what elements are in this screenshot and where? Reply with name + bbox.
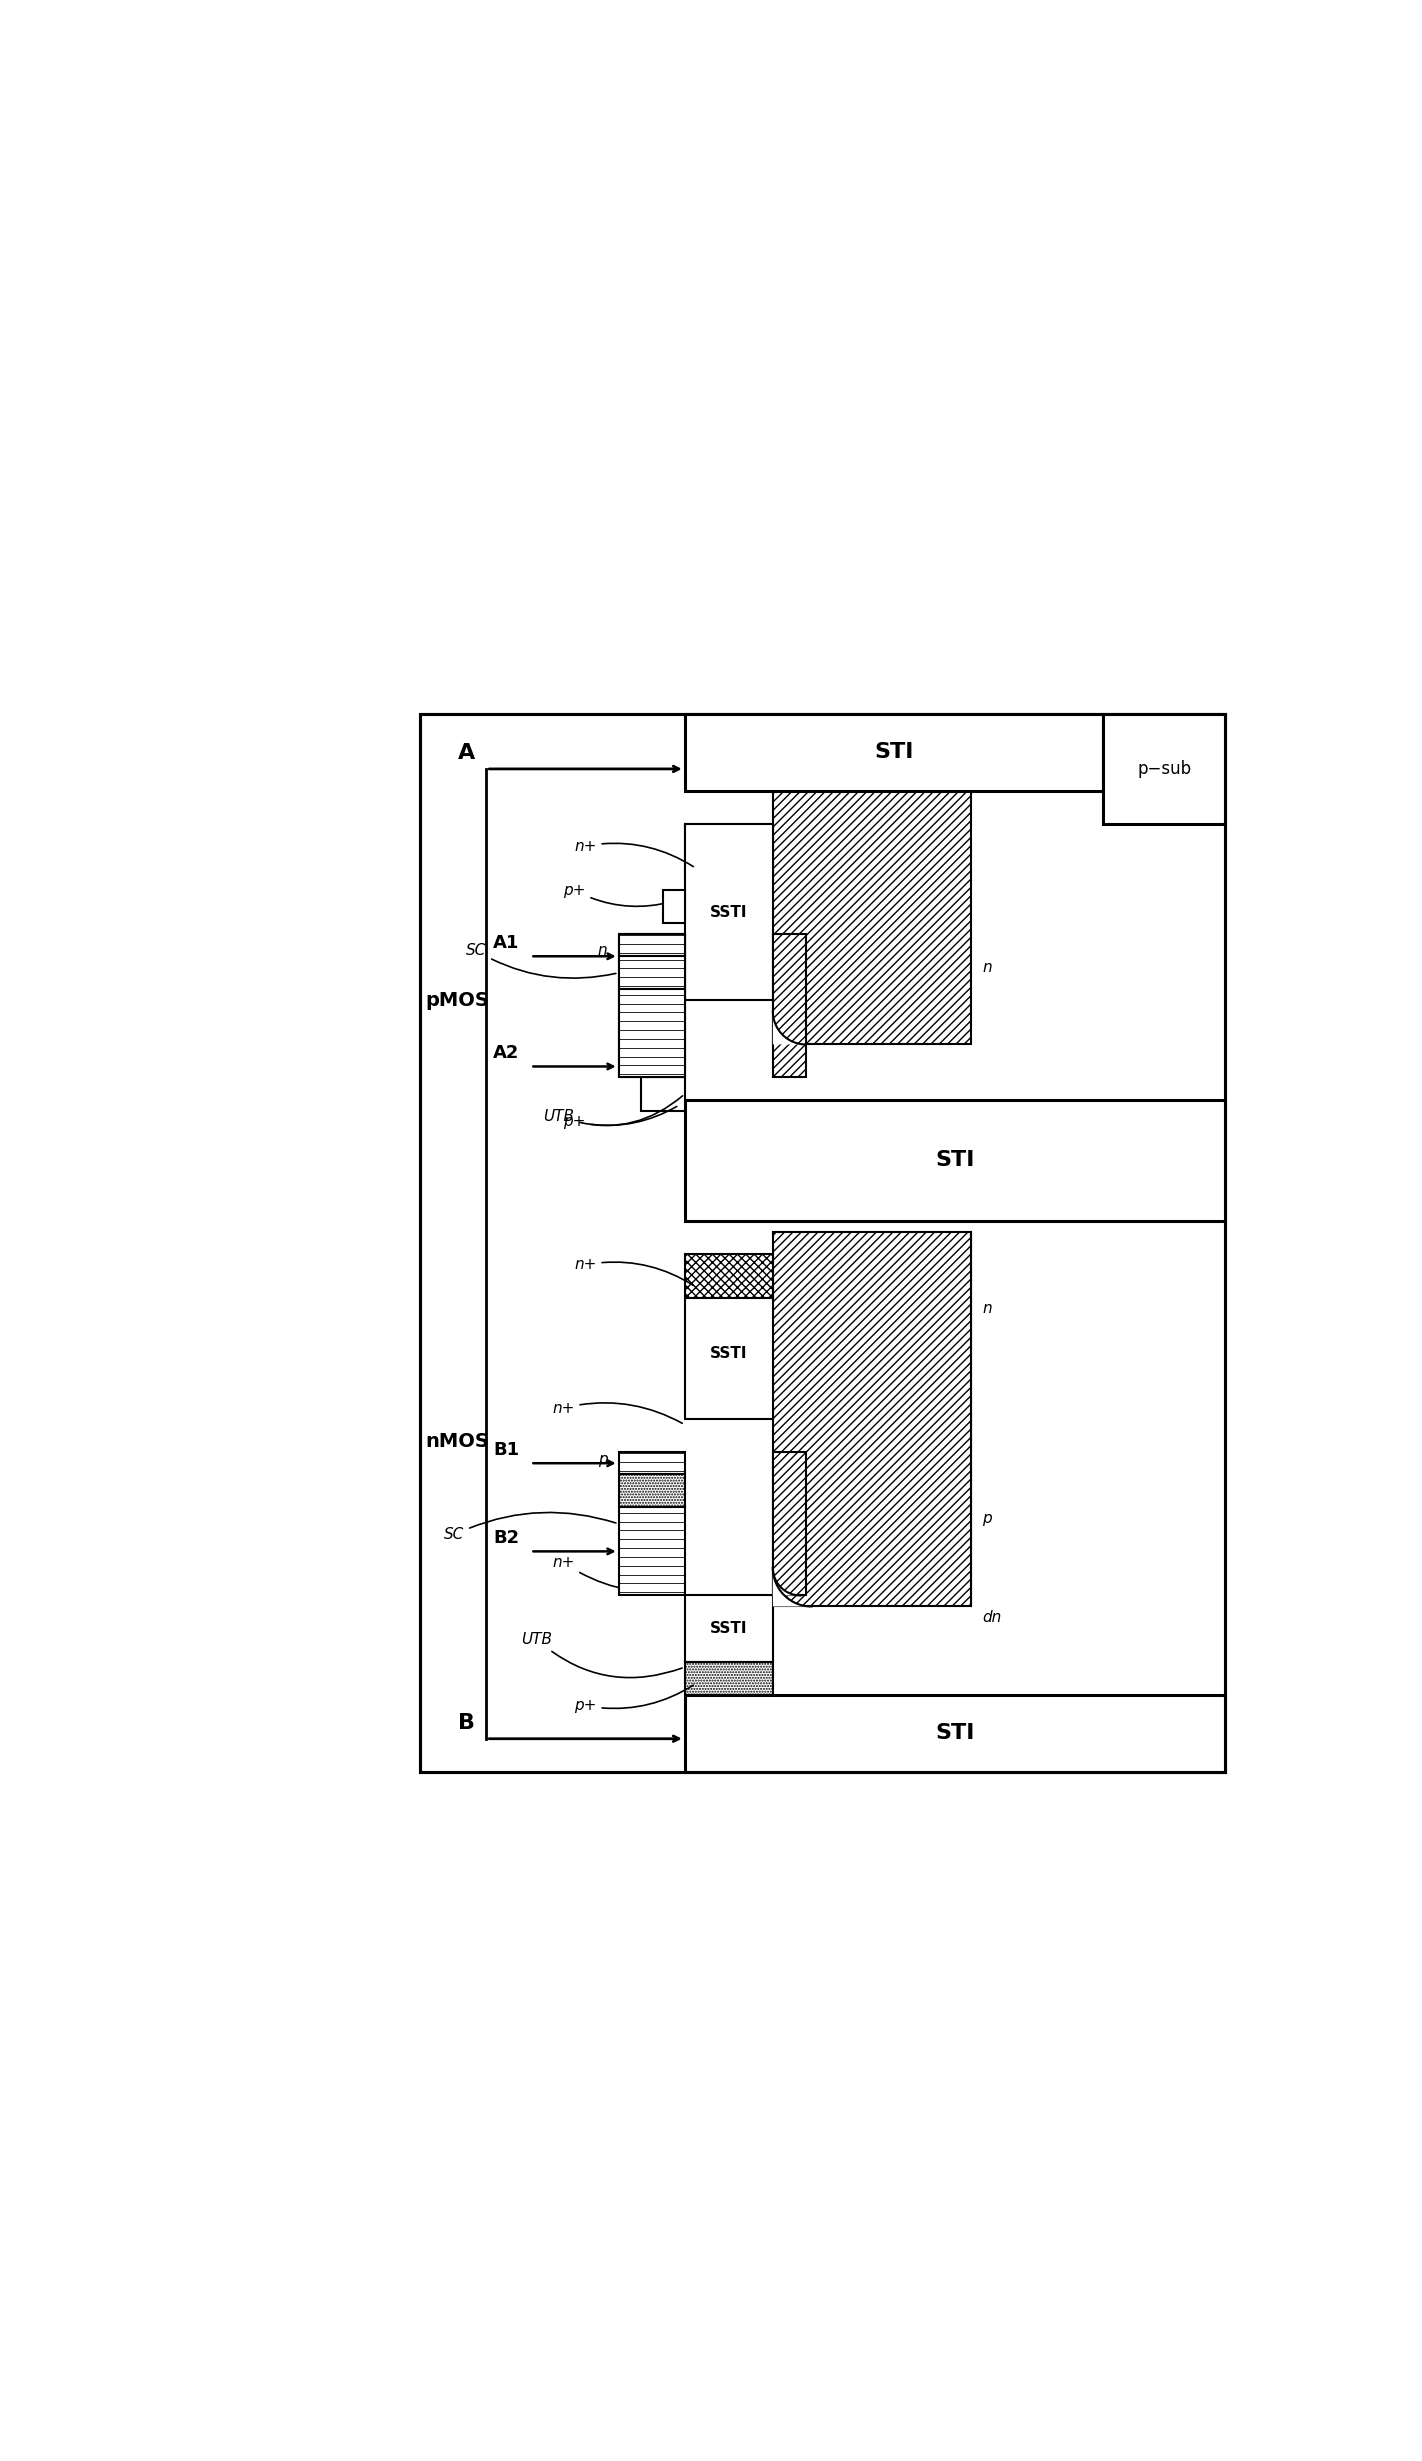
Bar [421,714,1224,1772]
Text: n: n [983,1302,993,1317]
Bar [774,1452,806,1595]
Text: p: p [983,1511,993,1526]
Text: STI: STI [936,1723,974,1742]
Text: n+: n+ [552,1555,683,1592]
Text: A1: A1 [493,933,519,952]
Bar [685,1595,774,1661]
Polygon shape [774,1568,801,1595]
Text: SSTI: SSTI [710,1622,748,1637]
Bar [619,989,685,1078]
Text: p+: p+ [574,1686,694,1713]
Bar [685,1100,1224,1221]
Polygon shape [774,1568,812,1607]
Text: pMOS: pMOS [425,992,489,1009]
Bar [685,714,1103,790]
Text: A: A [458,743,475,763]
Text: p−sub: p−sub [1138,760,1192,778]
Bar [619,1474,685,1506]
Text: dn: dn [983,1609,1001,1624]
Bar [619,935,685,1078]
Bar [619,1452,685,1474]
Text: p+: p+ [563,883,671,906]
Text: UTB: UTB [543,1095,683,1125]
Text: p: p [597,1452,607,1467]
Text: B2: B2 [493,1528,519,1548]
Bar [685,1696,1224,1772]
Text: SC: SC [466,943,616,977]
Text: SSTI: SSTI [710,1346,748,1361]
Text: n+: n+ [552,1400,683,1422]
Bar [421,714,1224,1772]
Bar [619,957,685,989]
Text: B: B [458,1713,475,1733]
Polygon shape [774,1011,806,1043]
Text: SSTI: SSTI [710,906,748,920]
Bar [1103,714,1224,824]
Bar [774,935,806,1078]
Bar [619,1506,685,1595]
Text: SC: SC [444,1514,616,1543]
Bar [685,824,774,999]
Bar [774,790,971,1043]
Text: p+: p+ [563,1107,677,1130]
Text: n: n [983,960,993,975]
Bar [685,1661,774,1696]
Text: nMOS: nMOS [425,1432,489,1450]
Bar [685,1253,774,1297]
Text: A2: A2 [493,1043,519,1063]
Text: n: n [597,943,607,957]
Text: STI: STI [936,1149,974,1169]
Bar [663,891,685,923]
Bar [685,824,774,879]
Text: UTB: UTB [522,1632,683,1678]
Bar [640,1078,685,1110]
Text: n+: n+ [574,1258,694,1285]
Bar [619,935,685,957]
Text: n+: n+ [574,839,694,866]
Bar [685,1297,774,1420]
Text: B1: B1 [493,1440,519,1459]
Bar [774,1233,971,1607]
Text: STI: STI [875,743,914,763]
